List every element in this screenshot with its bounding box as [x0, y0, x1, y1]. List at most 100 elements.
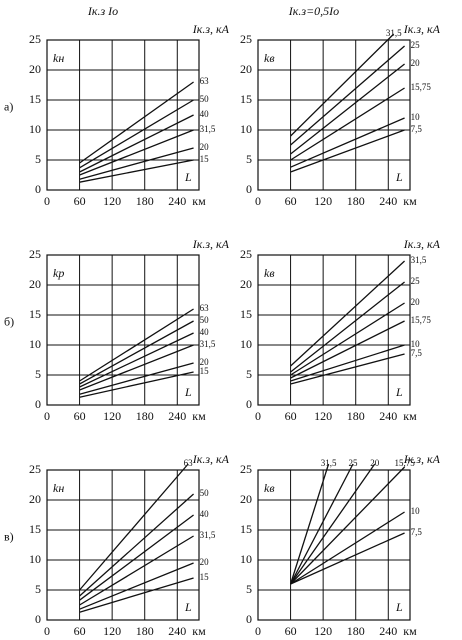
- series-label: 20: [200, 142, 210, 152]
- y-tick-label: 15: [29, 307, 41, 321]
- series-line: [79, 147, 194, 180]
- x-axis-unit: км: [403, 624, 417, 638]
- series-line: [290, 45, 405, 146]
- series-line: [290, 117, 405, 168]
- corner-label: L: [184, 170, 192, 184]
- y-tick-label: 10: [29, 337, 41, 351]
- series-label-title: Iк.з, кА: [192, 452, 230, 466]
- series-label: 50: [200, 488, 210, 498]
- x-tick-label: 180: [136, 409, 154, 423]
- y-tick-label: 25: [240, 32, 252, 46]
- y-tick-label: 10: [240, 337, 252, 351]
- series-label: 50: [200, 315, 210, 325]
- series-label: 20: [411, 297, 421, 307]
- x-tick-label: 180: [347, 624, 365, 638]
- y-axis-label: kр: [53, 266, 64, 280]
- series-line: [79, 371, 194, 398]
- series-label: 31,5: [200, 530, 216, 540]
- y-tick-label: 5: [35, 582, 41, 596]
- series-label: 7,5: [411, 348, 423, 358]
- y-tick-label: 20: [240, 277, 252, 291]
- series-line: [290, 302, 405, 376]
- y-tick-label: 25: [29, 32, 41, 46]
- y-tick-label: 0: [246, 182, 252, 196]
- series-line: [79, 159, 194, 183]
- series-line: [290, 63, 405, 155]
- series-label: 20: [200, 557, 210, 567]
- y-tick-label: 20: [29, 62, 41, 76]
- series-label: 63: [200, 303, 210, 313]
- series-label: 40: [200, 109, 210, 119]
- x-tick-label: 240: [168, 194, 186, 208]
- y-label-box: [261, 265, 281, 283]
- series-line: [290, 320, 405, 379]
- y-tick-label: 15: [29, 92, 41, 106]
- series-label: 10: [411, 112, 421, 122]
- y-tick-label: 0: [246, 612, 252, 626]
- series-label: 63: [184, 458, 194, 468]
- row-label: а): [4, 99, 13, 113]
- series-line: [290, 344, 405, 382]
- x-tick-label: 120: [314, 624, 332, 638]
- y-tick-label: 25: [240, 462, 252, 476]
- y-tick-label: 25: [29, 462, 41, 476]
- y-tick-label: 15: [240, 522, 252, 536]
- series-line: [289, 463, 354, 585]
- series-label-title: Iк.з, кА: [403, 22, 441, 36]
- corner-label: L: [395, 600, 403, 614]
- x-tick-label: 0: [255, 409, 261, 423]
- y-label-box: [50, 480, 70, 498]
- series-line: [290, 33, 395, 137]
- series-line: [290, 87, 405, 161]
- series-line: [79, 81, 194, 164]
- series-label: 7,5: [411, 527, 423, 537]
- x-axis-unit: км: [403, 409, 417, 423]
- x-tick-label: 180: [136, 624, 154, 638]
- series-line: [290, 463, 376, 585]
- series-line: [290, 353, 405, 385]
- x-tick-label: 120: [103, 409, 121, 423]
- series-line: [290, 129, 405, 173]
- x-tick-label: 120: [103, 194, 121, 208]
- x-axis-unit: км: [192, 409, 206, 423]
- series-label: 15: [200, 572, 210, 582]
- column-title: Iк.з=0,5Iо: [288, 4, 339, 18]
- y-tick-label: 5: [246, 582, 252, 596]
- x-axis-unit: км: [403, 194, 417, 208]
- corner-label: L: [395, 170, 403, 184]
- series-label: 25: [349, 458, 359, 468]
- y-axis-label: kв: [264, 51, 275, 65]
- series-label: 20: [370, 458, 380, 468]
- x-tick-label: 240: [379, 194, 397, 208]
- series-label: 50: [200, 94, 210, 104]
- x-tick-label: 120: [103, 624, 121, 638]
- y-tick-label: 10: [240, 552, 252, 566]
- y-axis-label: kн: [53, 481, 64, 495]
- x-tick-label: 60: [74, 194, 86, 208]
- x-axis-unit: км: [192, 194, 206, 208]
- series-line: [290, 511, 405, 585]
- y-tick-label: 15: [29, 522, 41, 536]
- x-tick-label: 240: [168, 409, 186, 423]
- series-line: [79, 562, 194, 610]
- series-label: 31,5: [200, 124, 216, 134]
- y-tick-label: 20: [240, 62, 252, 76]
- series-line: [79, 362, 194, 395]
- series-label-title: Iк.з, кА: [192, 237, 230, 251]
- y-tick-label: 10: [240, 122, 252, 136]
- series-label: 15,75: [411, 82, 432, 92]
- row-label: б): [4, 314, 14, 328]
- series-label: 15,75: [411, 315, 432, 325]
- y-tick-label: 20: [29, 492, 41, 506]
- series-line: [290, 466, 406, 585]
- series-label: 25: [411, 40, 421, 50]
- y-tick-label: 20: [240, 492, 252, 506]
- series-label: 20: [200, 357, 210, 367]
- series-line: [79, 308, 194, 382]
- x-tick-label: 60: [74, 409, 86, 423]
- y-axis-label: kв: [264, 266, 275, 280]
- series-label-title: Iк.з, кА: [403, 452, 441, 466]
- series-line: [79, 114, 194, 173]
- series-line: [79, 514, 194, 601]
